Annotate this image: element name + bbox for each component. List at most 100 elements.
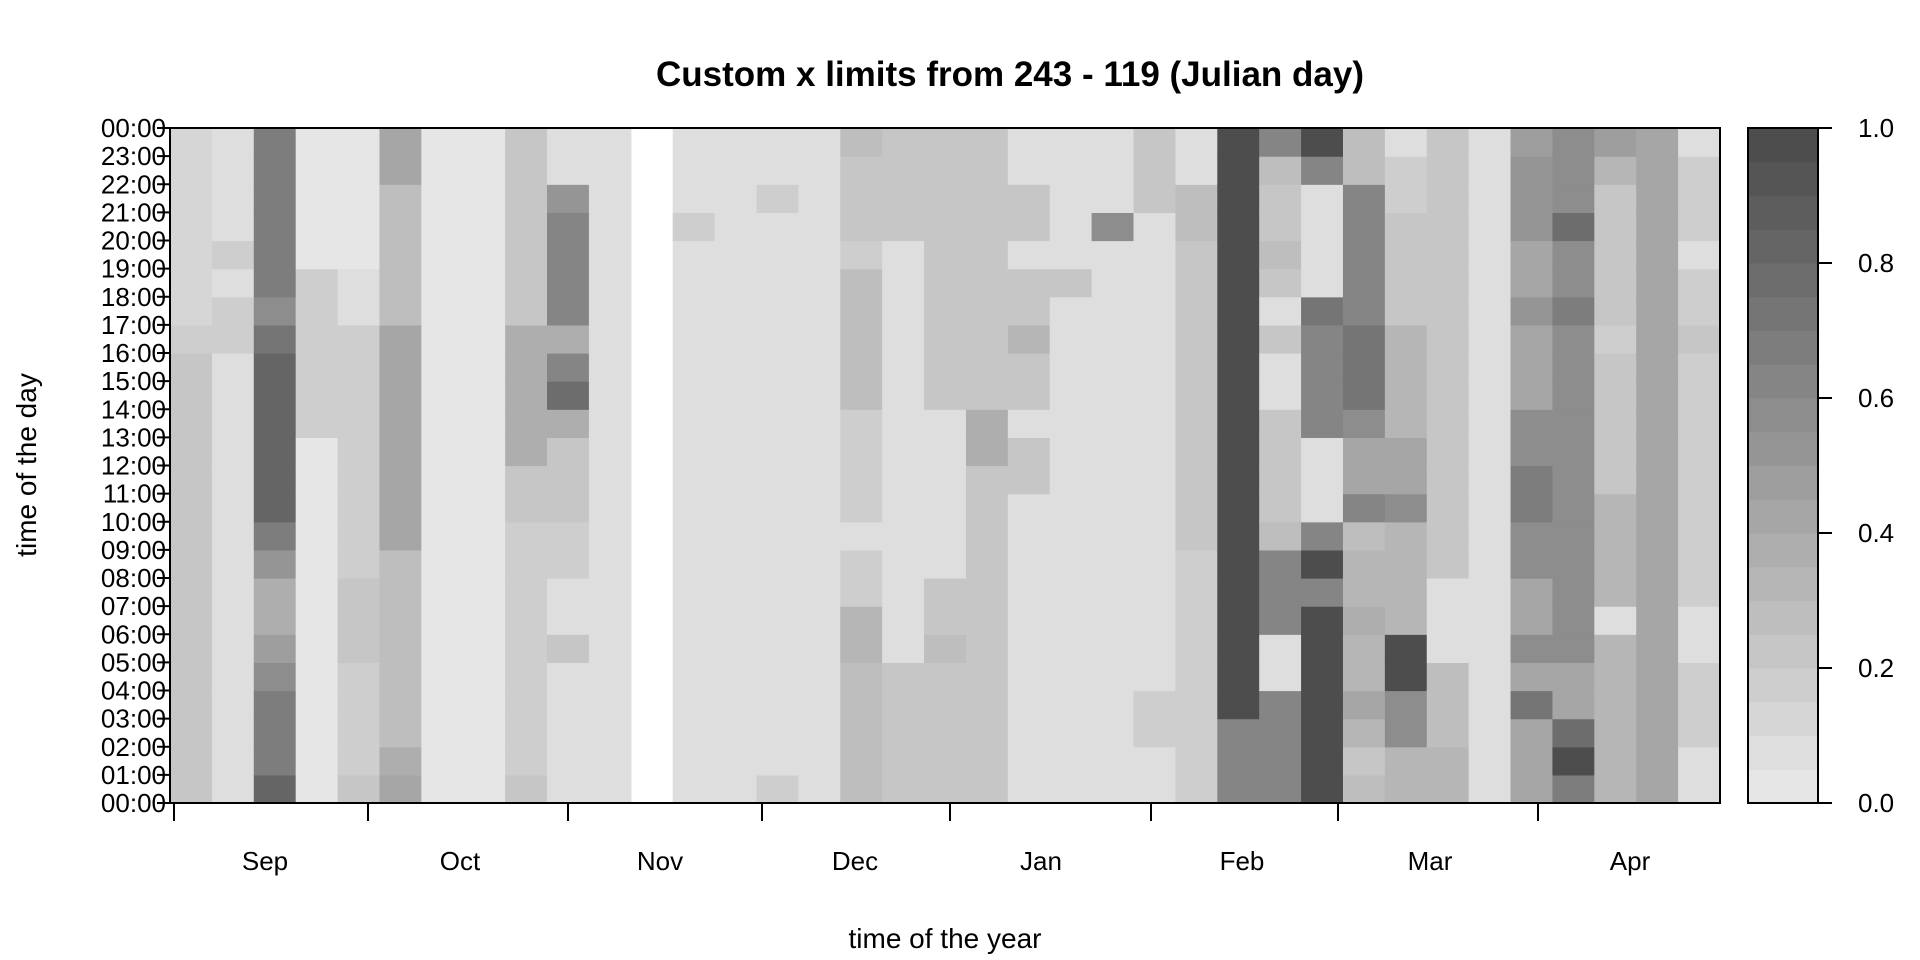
heatmap-cell — [1175, 381, 1218, 410]
heatmap-cell — [505, 156, 548, 185]
heatmap-cell — [1678, 690, 1721, 720]
heatmap-cell — [1133, 156, 1176, 185]
heatmap-cell — [1342, 240, 1386, 270]
heatmap-cell — [1259, 381, 1302, 410]
heatmap-cell — [1426, 521, 1470, 551]
heatmap-cell — [379, 128, 422, 157]
heatmap-cell — [965, 718, 1009, 748]
heatmap-cell — [882, 240, 925, 270]
heatmap-cell — [1007, 212, 1051, 242]
x-axis: Sep Oct Nov Dec Jan Feb Mar Apr — [173, 803, 1651, 876]
heatmap-cell — [965, 549, 1009, 579]
heatmap-cell — [337, 437, 381, 467]
heatmap-cell — [463, 212, 506, 242]
heatmap-cell — [379, 690, 422, 720]
heatmap-cell — [1678, 465, 1721, 495]
heatmap-cell — [672, 634, 716, 663]
heatmap-cell — [965, 296, 1009, 326]
heatmap-cell — [882, 662, 925, 692]
heatmap-cell — [547, 296, 590, 326]
y-tick-label: 13:00 — [101, 422, 166, 452]
heatmap-cell — [1091, 746, 1135, 776]
heatmap-cell — [1301, 662, 1344, 692]
heatmap-cell — [1301, 634, 1344, 663]
heatmap-cell — [253, 465, 297, 495]
heatmap-cell — [1426, 212, 1470, 242]
heatmap-cell — [1594, 268, 1637, 298]
heatmap-cell — [1384, 268, 1428, 298]
heatmap-cell — [1007, 240, 1051, 270]
heatmap-cell — [547, 690, 590, 720]
heatmap-cell — [337, 746, 381, 776]
heatmap-cell — [1175, 774, 1218, 804]
heatmap-cell — [1552, 493, 1595, 523]
heatmap-cell — [1091, 437, 1135, 467]
heatmap-cell — [1594, 549, 1637, 579]
heatmap-cell — [1259, 212, 1302, 242]
heatmap-cell — [211, 493, 255, 523]
heatmap-cell — [672, 381, 716, 410]
heatmap-cell — [1259, 774, 1302, 804]
heatmap-cell — [588, 212, 632, 242]
y-tick-label: 14:00 — [101, 394, 166, 424]
heatmap-cell — [1049, 521, 1093, 551]
heatmap-cell — [1552, 606, 1595, 635]
heatmap-cell — [1301, 690, 1344, 720]
heatmap-cell — [547, 578, 590, 607]
colorbar-segment — [1748, 398, 1818, 433]
heatmap-cell — [379, 296, 422, 326]
heatmap-cell — [840, 690, 883, 720]
heatmap-cell — [1510, 578, 1554, 607]
heatmap-cell — [211, 606, 255, 635]
x-tick-label: Sep — [242, 846, 288, 876]
heatmap-cell — [1259, 521, 1302, 551]
heatmap-cell — [253, 268, 297, 298]
heatmap-cell — [1091, 493, 1135, 523]
heatmap-cell — [1217, 690, 1260, 720]
heatmap-cell — [1552, 409, 1595, 438]
heatmap-cell — [1510, 128, 1554, 157]
heatmap-cell — [798, 296, 841, 326]
heatmap-cell — [714, 578, 758, 607]
heatmap-cell — [588, 662, 632, 692]
heatmap-cell — [1175, 184, 1218, 213]
heatmap-cell — [672, 606, 716, 635]
heatmap-cell — [1678, 549, 1721, 579]
heatmap-cell — [1091, 774, 1135, 804]
heatmap-cell — [1175, 578, 1218, 607]
heatmap-cell — [672, 493, 716, 523]
heatmap-cell — [882, 409, 925, 438]
heatmap-cell — [1426, 465, 1470, 495]
x-tick-label: Oct — [440, 846, 481, 876]
heatmap-cell — [1510, 437, 1554, 467]
heatmap-cell — [211, 578, 255, 607]
heatmap-cell — [882, 437, 925, 467]
heatmap-cell — [924, 268, 967, 298]
heatmap-cell — [1133, 465, 1176, 495]
heatmap-cell — [1552, 268, 1595, 298]
heatmap-cell — [882, 521, 925, 551]
heatmap-cell — [1175, 746, 1218, 776]
x-tick-label: Nov — [637, 846, 683, 876]
heatmap-cell — [840, 324, 883, 354]
heatmap-cell — [1678, 493, 1721, 523]
heatmap-cell — [1301, 268, 1344, 298]
heatmap-cell — [1636, 268, 1679, 298]
heatmap-cell — [1301, 746, 1344, 776]
heatmap-cell — [253, 240, 297, 270]
heatmap-cell — [588, 634, 632, 663]
heatmap-cell — [714, 353, 758, 382]
heatmap-cell — [1594, 381, 1637, 410]
heatmap-cell — [1678, 634, 1721, 663]
heatmap-cell — [714, 634, 758, 663]
heatmap-cell — [170, 549, 213, 579]
heatmap-cell — [170, 465, 213, 495]
heatmap-cell — [1636, 324, 1679, 354]
heatmap-cell — [1594, 128, 1637, 157]
colorbar-segment — [1748, 330, 1818, 365]
heatmap-cell — [1342, 521, 1386, 551]
y-tick-label: 01:00 — [101, 760, 166, 790]
heatmap-cell — [421, 409, 464, 438]
colorbar-segment — [1748, 499, 1818, 534]
heatmap-cell — [505, 634, 548, 663]
